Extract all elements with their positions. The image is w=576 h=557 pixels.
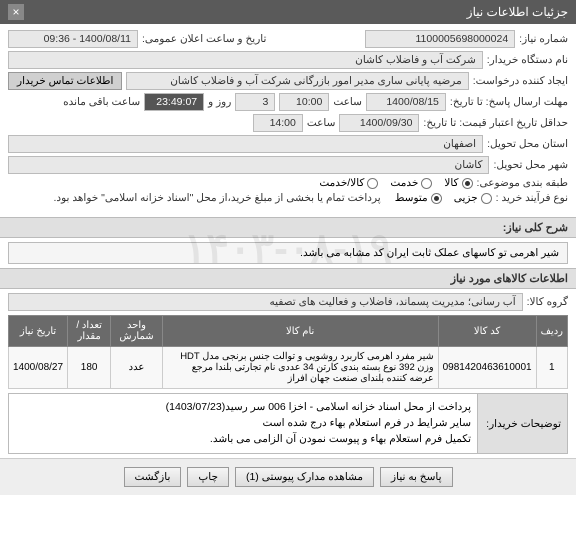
contact-button[interactable]: اطلاعات تماس خریدار xyxy=(8,72,122,90)
items-header: اطلاعات کالاهای مورد نیاز xyxy=(0,268,576,289)
validity-label: حداقل تاریخ اعتبار قیمت: تا تاریخ: xyxy=(423,117,568,129)
col-qty: تعداد / مقدار xyxy=(68,316,111,347)
radio-medium[interactable]: متوسط xyxy=(395,192,442,204)
buyer-label: نام دستگاه خریدار: xyxy=(487,54,568,66)
process-note: پرداخت تمام یا بخشی از مبلغ خرید،از محل … xyxy=(54,192,381,204)
radio-goods[interactable]: کالا xyxy=(444,177,472,189)
cell-qty: 180 xyxy=(68,347,111,389)
notes-line-1: پرداخت از محل اسناد خزانه اسلامی - اخزا … xyxy=(15,400,471,416)
time-label-1: ساعت xyxy=(333,96,362,108)
notes-line-3: تکمیل فرم استعلام بهاء و پیوست نمودن آن … xyxy=(15,432,471,448)
print-button[interactable]: چاپ xyxy=(187,467,229,487)
days-value: 3 xyxy=(235,93,275,111)
province-value: اصفهان xyxy=(8,135,483,153)
col-idx: ردیف xyxy=(536,316,567,347)
process-radio-group: جزیی متوسط xyxy=(395,192,492,204)
cell-unit: عدد xyxy=(111,347,163,389)
back-button[interactable]: بازگشت xyxy=(124,467,182,487)
radio-small[interactable]: جزیی xyxy=(454,192,492,204)
col-code: کد کالا xyxy=(438,316,536,347)
announce-value: 1400/08/11 - 09:36 xyxy=(8,30,138,48)
creator-value: مرضیه پایانی ساری مدیر امور بازرگانی شرک… xyxy=(126,72,468,90)
group-label: گروه کالا: xyxy=(527,296,568,308)
validity-time: 14:00 xyxy=(253,114,303,132)
items-table: ردیف کد کالا نام کالا واحد شمارش تعداد /… xyxy=(8,315,568,389)
window-titlebar: جزئیات اطلاعات نیاز × xyxy=(0,0,576,24)
notes-box: توضیحات خریدار: پرداخت از محل اسناد خزان… xyxy=(8,393,568,454)
notes-line-2: سایر شرایط در فرم استعلام بهاء درج شده ا… xyxy=(15,416,471,432)
cell-idx: 1 xyxy=(536,347,567,389)
group-value: آب رسانی؛ مدیریت پسماند، فاضلاب و فعالیت… xyxy=(8,293,523,311)
radio-service[interactable]: خدمت xyxy=(390,177,432,189)
col-unit: واحد شمارش xyxy=(111,316,163,347)
province-label: استان محل تحویل: xyxy=(487,138,568,150)
cell-code: 0981420463610001 xyxy=(438,347,536,389)
table-row: 1 0981420463610001 شیر مفرد اهرمی کاربرد… xyxy=(9,347,568,389)
deadline-date: 1400/08/15 xyxy=(366,93,446,111)
announce-label: تاریخ و ساعت اعلان عمومی: xyxy=(142,33,266,45)
summary-header: شرح کلی نیاز: xyxy=(0,217,576,238)
radio-dot-icon xyxy=(481,193,492,204)
notes-content: پرداخت از محل اسناد خزانه اسلامی - اخزا … xyxy=(9,394,477,453)
form-area: شماره نیاز: 1100005698000024 تاریخ و ساع… xyxy=(0,24,576,213)
category-label: طبقه بندی موضوعی: xyxy=(477,177,568,189)
cell-name: شیر مفرد اهرمی کاربرد روشویی و توالت جنس… xyxy=(162,347,438,389)
col-date: تاریخ نیاز xyxy=(9,316,68,347)
process-label: نوع فرآیند خرید : xyxy=(496,192,568,204)
window-title: جزئیات اطلاعات نیاز xyxy=(467,5,568,19)
days-label: روز و xyxy=(208,96,231,108)
need-number-label: شماره نیاز: xyxy=(519,33,568,45)
deadline-label: مهلت ارسال پاسخ: تا تاریخ: xyxy=(450,96,568,108)
bottom-bar: پاسخ به نیاز مشاهده مدارک پیوستی (1) چاپ… xyxy=(0,458,576,495)
radio-dot-icon xyxy=(462,178,473,189)
countdown-value: 23:49:07 xyxy=(144,93,204,111)
city-value: کاشان xyxy=(8,156,489,174)
respond-button[interactable]: پاسخ به نیاز xyxy=(380,467,452,487)
creator-label: ایجاد کننده درخواست: xyxy=(473,75,568,87)
cell-date: 1400/08/27 xyxy=(9,347,68,389)
col-name: نام کالا xyxy=(162,316,438,347)
buyer-value: شرکت آب و فاضلاب کاشان xyxy=(8,51,483,69)
summary-text: شیر اهرمی تو کاسهای عملک ثابت ایران کد م… xyxy=(8,242,568,264)
time-label-2: ساعت xyxy=(307,117,336,129)
remain-label: ساعت باقی مانده xyxy=(63,96,140,108)
deadline-time: 10:00 xyxy=(279,93,329,111)
city-label: شهر محل تحویل: xyxy=(493,159,568,171)
close-icon[interactable]: × xyxy=(8,4,24,20)
table-header-row: ردیف کد کالا نام کالا واحد شمارش تعداد /… xyxy=(9,316,568,347)
radio-both[interactable]: کالا/خدمت xyxy=(319,177,378,189)
need-number-value: 1100005698000024 xyxy=(365,30,515,48)
radio-dot-icon xyxy=(367,178,378,189)
category-radio-group: کالا خدمت کالا/خدمت xyxy=(319,177,472,189)
radio-dot-icon xyxy=(421,178,432,189)
validity-date: 1400/09/30 xyxy=(339,114,419,132)
notes-label: توضیحات خریدار: xyxy=(477,394,567,453)
attachments-button[interactable]: مشاهده مدارک پیوستی (1) xyxy=(235,467,374,487)
radio-dot-icon xyxy=(431,193,442,204)
